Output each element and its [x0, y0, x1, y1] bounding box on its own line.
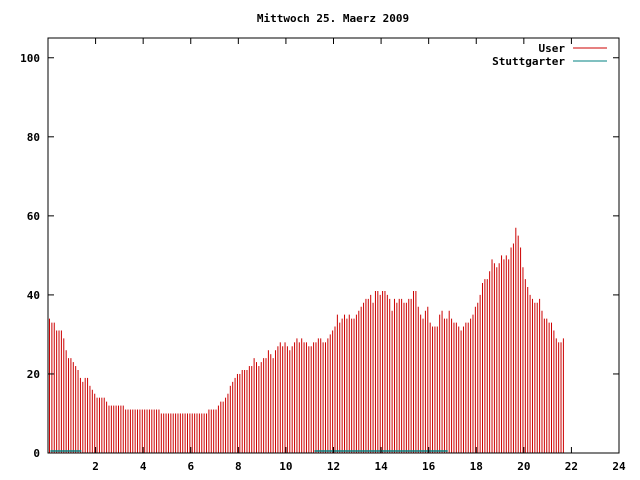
y-tick-label: 0	[33, 447, 40, 460]
plot-frame	[47, 37, 620, 454]
y-tick-label: 20	[27, 368, 40, 381]
y-axis: 0 20 40 60 80 100	[20, 52, 619, 460]
legend-label-user: User	[539, 42, 566, 55]
x-tick-label: 2	[92, 460, 99, 473]
y-tick-label: 60	[27, 210, 40, 223]
x-tick-label: 14	[374, 460, 388, 473]
x-tick-label: 8	[235, 460, 242, 473]
x-tick-label: 22	[565, 460, 578, 473]
x-tick-label: 4	[140, 460, 147, 473]
x-tick-label: 20	[517, 460, 530, 473]
x-tick-label: 6	[187, 460, 194, 473]
y-tick-label: 40	[27, 289, 40, 302]
x-tick-label: 18	[470, 460, 483, 473]
x-axis: 2 4 6 8 10 12 14 16 18 20 22 24	[92, 38, 626, 473]
legend: User Stuttgarter	[492, 42, 607, 68]
x-tick-label: 16	[422, 460, 436, 473]
x-tick-label: 10	[279, 460, 292, 473]
y-tick-label: 80	[27, 131, 40, 144]
chart-title: Mittwoch 25. Maerz 2009	[257, 12, 409, 25]
user-bars	[49, 227, 564, 453]
x-tick-label: 12	[327, 460, 340, 473]
x-tick-label: 24	[612, 460, 626, 473]
legend-label-stuttgarter: Stuttgarter	[492, 55, 565, 68]
y-tick-label: 100	[20, 52, 40, 65]
